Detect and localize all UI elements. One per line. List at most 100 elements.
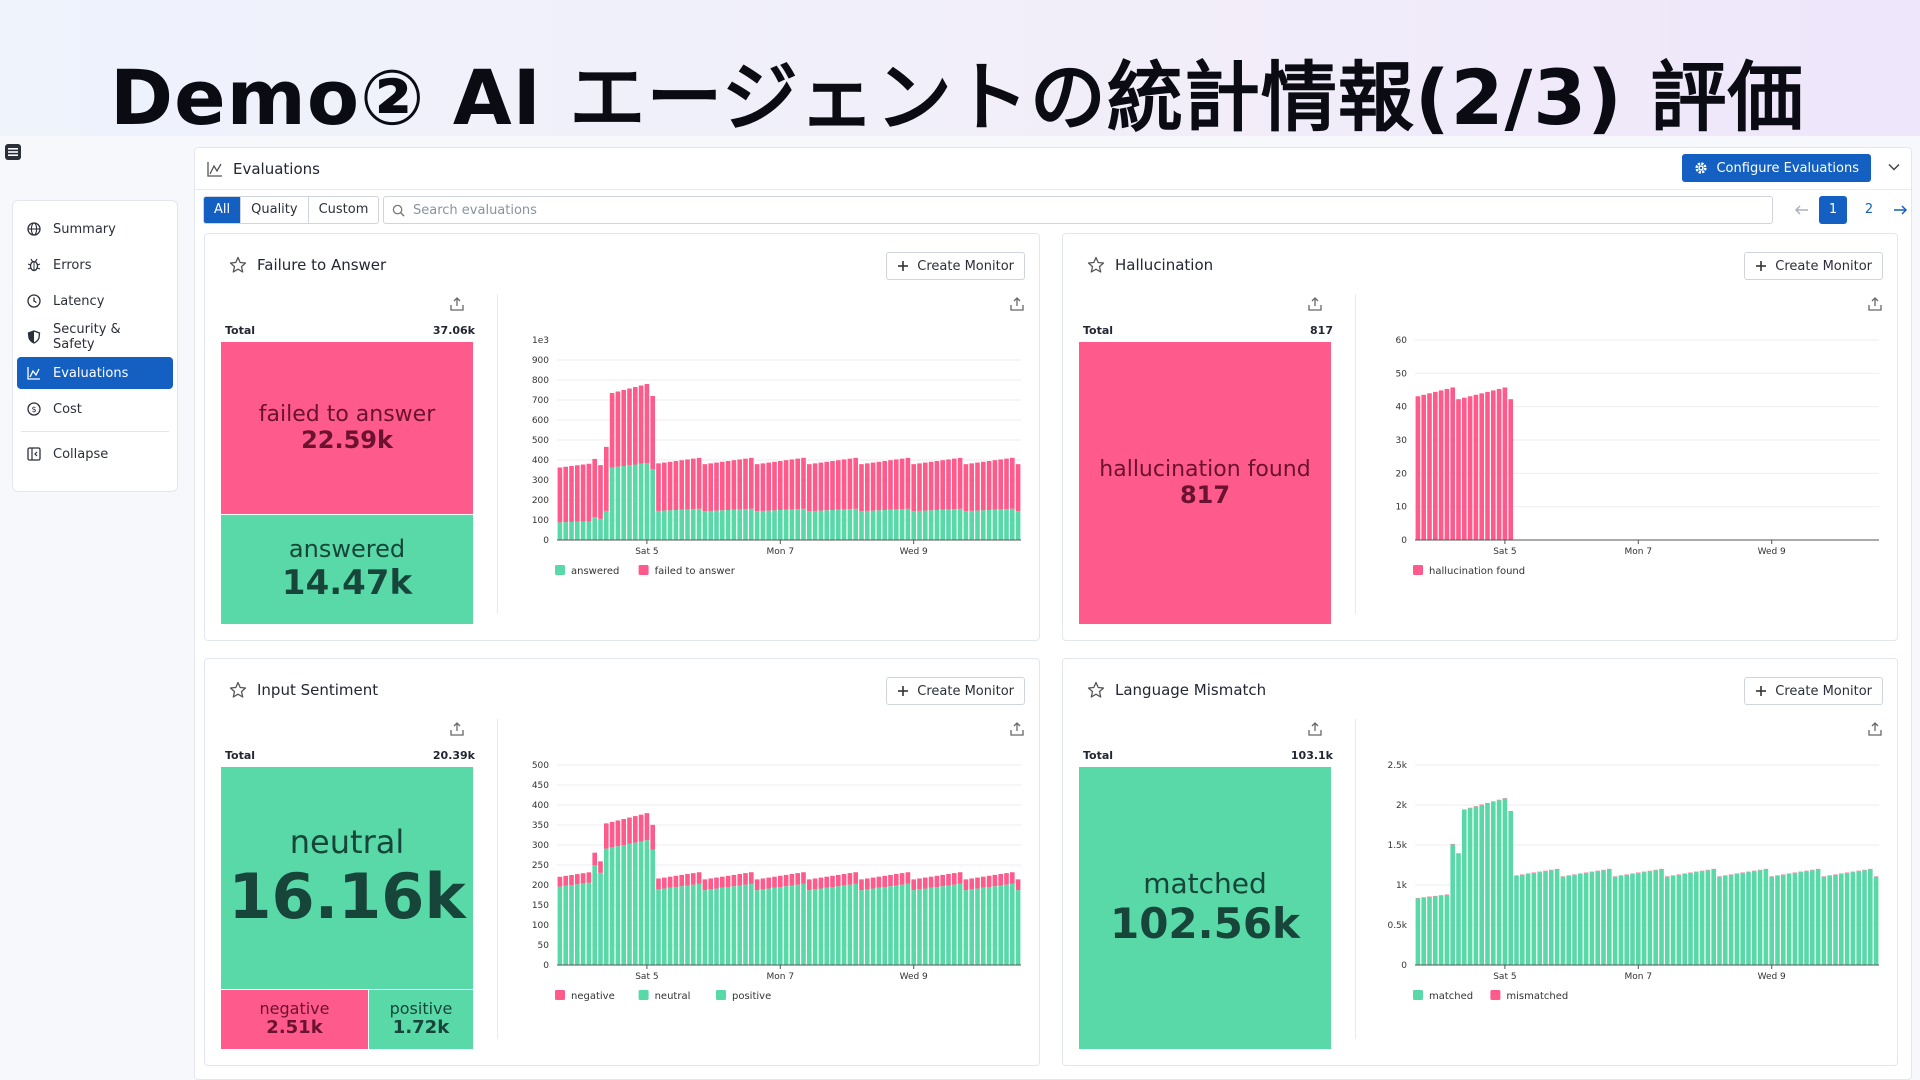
bar-segment-failed-to-answer[interactable] [737, 459, 742, 510]
bar-segment-negative[interactable] [940, 874, 945, 887]
bar-segment-negative[interactable] [696, 872, 702, 884]
bar-segment-failed-to-answer[interactable] [598, 465, 603, 519]
bar-segment-neutral[interactable] [998, 885, 1003, 965]
bar-segment-answered[interactable] [853, 508, 858, 540]
bar-segment-neutral[interactable] [662, 888, 667, 965]
bar-segment-neutral[interactable] [824, 887, 829, 965]
bar-segment-failed-to-answer[interactable] [899, 458, 905, 510]
bar-segment-matched[interactable] [1763, 869, 1769, 965]
bar-segment-neutral[interactable] [882, 887, 887, 965]
bar-segment-neutral[interactable] [946, 885, 951, 965]
bar-segment-hallucination-found[interactable] [1450, 387, 1455, 540]
export-icon[interactable] [1867, 721, 1883, 737]
bar-segment-failed-to-answer[interactable] [662, 462, 667, 511]
bar-segment-matched[interactable] [1438, 895, 1444, 965]
bar-segment-matched[interactable] [1450, 844, 1455, 965]
bar-segment-answered[interactable] [807, 511, 812, 540]
bar-segment-failed-to-answer[interactable] [934, 461, 940, 510]
bar-segment-failed-to-answer[interactable] [766, 462, 771, 511]
bar-segment-neutral[interactable] [592, 865, 597, 965]
bar-segment-answered[interactable] [609, 467, 615, 540]
bar-segment-neutral[interactable] [975, 888, 980, 965]
bar-segment-negative[interactable] [702, 879, 708, 891]
bar-segment-answered[interactable] [633, 464, 638, 540]
bar-segment-failed-to-answer[interactable] [812, 463, 818, 511]
bar-segment-failed-to-answer[interactable] [679, 460, 684, 510]
star-icon[interactable] [1087, 256, 1105, 274]
bar-segment-failed-to-answer[interactable] [743, 458, 748, 510]
export-icon[interactable] [1867, 296, 1883, 312]
bar-segment-negative[interactable] [621, 819, 626, 845]
bar-segment-neutral[interactable] [609, 847, 615, 965]
bar-segment-answered[interactable] [766, 510, 771, 540]
bar-segment-answered[interactable] [969, 510, 974, 540]
bar-segment-matched[interactable] [1502, 798, 1508, 965]
bar-segment-matched[interactable] [1711, 869, 1716, 965]
bar-segment-matched[interactable] [1520, 874, 1525, 965]
bar-segment-hallucination-found[interactable] [1444, 388, 1450, 540]
bar-segment-negative[interactable] [807, 879, 812, 891]
bar-segment-neutral[interactable] [899, 884, 905, 965]
bar-segment-negative[interactable] [818, 877, 824, 889]
bar-segment-neutral[interactable] [801, 883, 806, 965]
bar-segment-failed-to-answer[interactable] [754, 464, 760, 512]
bar-segment-answered[interactable] [783, 509, 789, 540]
bar-segment-failed-to-answer[interactable] [575, 465, 580, 522]
bar-segment-matched[interactable] [1549, 870, 1554, 965]
bar-segment-neutral[interactable] [957, 883, 963, 965]
bar-segment-negative[interactable] [789, 874, 795, 886]
bar-segment-answered[interactable] [720, 510, 725, 540]
bar-segment-failed-to-answer[interactable] [894, 459, 899, 510]
bar-segment-failed-to-answer[interactable] [952, 458, 957, 510]
bar-segment-neutral[interactable] [992, 886, 998, 965]
bar-segment-answered[interactable] [801, 508, 806, 540]
bar-segment-failed-to-answer[interactable] [853, 457, 858, 509]
bar-segment-failed-to-answer[interactable] [870, 462, 876, 511]
bar-segment-matched[interactable] [1485, 803, 1490, 965]
bar-segment-neutral[interactable] [569, 885, 574, 965]
bar-segment-neutral[interactable] [1004, 884, 1009, 965]
bar-segment-neutral[interactable] [940, 886, 945, 965]
bar-segment-matched[interactable] [1862, 870, 1867, 965]
legend-label[interactable]: failed to answer [655, 566, 736, 577]
bar-segment-negative[interactable] [923, 877, 928, 889]
bar-segment-answered[interactable] [992, 509, 998, 540]
bar-segment-answered[interactable] [575, 521, 580, 540]
bar-segment-matched[interactable] [1543, 871, 1548, 965]
bar-segment-matched[interactable] [1496, 800, 1502, 965]
bar-segment-negative[interactable] [917, 878, 922, 890]
bar-segment-answered[interactable] [627, 465, 632, 540]
bar-segment-failed-to-answer[interactable] [650, 396, 655, 469]
bar-segment-matched[interactable] [1525, 873, 1531, 965]
bar-segment-matched[interactable] [1705, 870, 1711, 965]
bar-segment-hallucination-found[interactable] [1467, 396, 1473, 540]
export-icon[interactable] [1307, 296, 1323, 312]
bar-segment-failed-to-answer[interactable] [708, 463, 713, 511]
bar-segment-neutral[interactable] [807, 890, 812, 965]
bar-segment-neutral[interactable] [644, 840, 650, 965]
bar-segment-answered[interactable] [865, 510, 870, 540]
bar-segment-failed-to-answer[interactable] [563, 466, 568, 523]
bar-segment-answered[interactable] [795, 509, 800, 540]
bar-segment-failed-to-answer[interactable] [609, 393, 615, 468]
bar-segment-answered[interactable] [615, 466, 621, 540]
treemap-cell[interactable]: failed to answer 22.59k [221, 342, 473, 514]
bar-segment-neutral[interactable] [981, 887, 986, 965]
arrow-left-icon[interactable] [1793, 201, 1811, 219]
chevron-down-icon[interactable] [1887, 160, 1901, 174]
bar-segment-neutral[interactable] [760, 889, 766, 965]
bar-segment-negative[interactable] [824, 876, 829, 888]
bar-segment-neutral[interactable] [888, 886, 893, 965]
bar-segment-neutral[interactable] [1010, 883, 1015, 965]
bar-segment-neutral[interactable] [766, 888, 771, 965]
bar-segment-matched[interactable] [1554, 869, 1560, 965]
bar-segment-matched[interactable] [1508, 811, 1513, 965]
bar-segment-matched[interactable] [1873, 876, 1879, 965]
treemap-cell[interactable]: hallucination found 817 [1079, 342, 1331, 624]
create-monitor-button[interactable]: Create Monitor [886, 677, 1025, 705]
bar-segment-negative[interactable] [737, 874, 742, 886]
bar-segment-answered[interactable] [940, 509, 945, 540]
bar-segment-failed-to-answer[interactable] [725, 461, 731, 510]
bar-segment-answered[interactable] [592, 517, 597, 540]
bar-segment-failed-to-answer[interactable] [986, 461, 992, 510]
